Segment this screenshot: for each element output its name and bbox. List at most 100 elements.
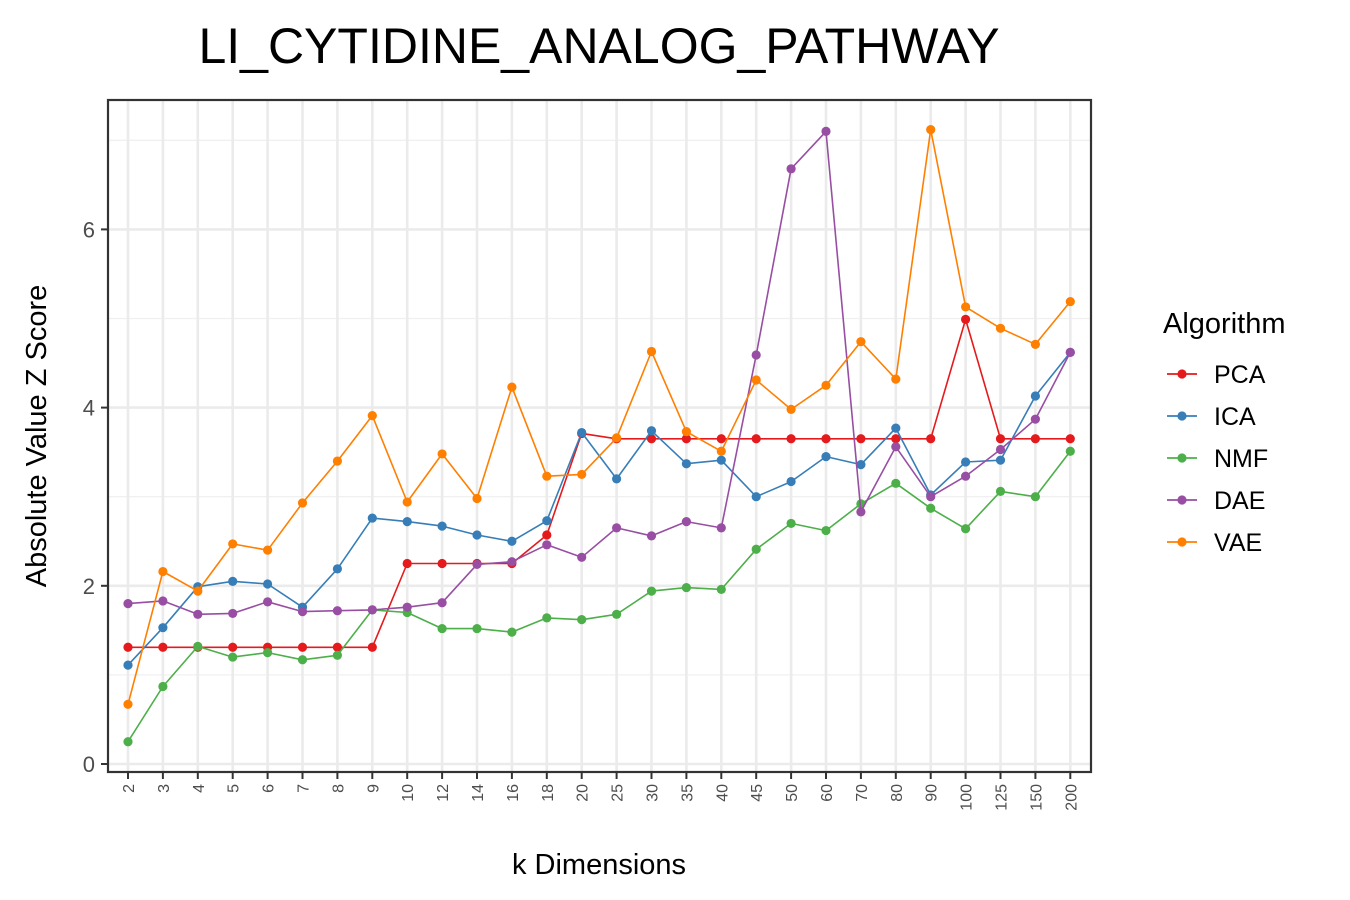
chart-title: LI_CYTIDINE_ANALOG_PATHWAY [198,18,999,74]
x-tick-label: 50 [784,784,801,802]
x-tick-label: 35 [679,784,696,802]
legend-label-pca: PCA [1214,361,1266,389]
data-point-nmf [437,623,447,634]
data-point-vae [612,433,622,443]
data-point-ica [821,452,831,462]
data-point-pca [646,434,657,444]
legend-item-vae: VAE [1167,529,1262,557]
data-point-ica [158,623,168,633]
series-line-pca [128,318,1071,649]
data-point-ica [612,474,622,484]
series-dae [123,126,1075,619]
data-point-dae [332,606,342,616]
data-point-pca [1065,434,1075,444]
x-tick-label: 45 [749,784,766,802]
data-point-dae [891,442,901,452]
data-point-ica [786,476,796,487]
x-tick-label: 9 [365,784,382,793]
data-point-vae [263,545,273,555]
data-point-vae [681,427,692,437]
data-point-vae [961,302,971,312]
data-point-nmf [821,525,831,536]
data-point-vae [891,374,901,384]
x-tick-label: 6 [261,784,278,793]
data-point-pca [228,642,238,652]
x-tick-label: 12 [435,784,452,802]
data-point-pca [786,434,796,444]
x-tick-label: 18 [540,784,557,802]
data-point-dae [716,523,726,533]
data-point-dae [856,507,866,517]
data-point-pca [681,434,692,444]
data-point-dae [542,540,552,550]
data-point-vae [1030,339,1040,349]
data-point-vae [856,337,866,347]
data-point-vae [646,346,657,357]
data-point-ica [402,517,412,527]
data-point-ica [577,427,587,438]
data-point-vae [297,498,308,508]
series-line-dae [127,130,1072,616]
data-point-ica [961,457,971,467]
data-point-vae [507,382,517,392]
y-tick-label: 2 [83,574,95,599]
data-point-pca [437,558,447,569]
x-tick-label: 70 [854,784,871,802]
data-point-ica [507,536,517,546]
data-point-nmf [577,615,587,625]
data-point-pca [891,434,901,444]
data-point-pca [821,434,831,444]
data-point-nmf [507,627,517,637]
data-point-vae [193,586,203,596]
x-tick-label: 90 [924,784,941,802]
x-axis: 2 3 4 5 6 7 8 9 10 12 14 16 18 20 25 30 35 40 45 50 60 70 80 90… [121,772,1080,811]
data-point-ica [716,455,726,465]
data-point-vae [577,469,587,480]
data-point-ica [646,426,657,436]
data-point-pca [995,434,1006,444]
series-layer [123,125,1075,747]
data-point-dae [402,602,412,612]
data-point-pca [158,642,168,652]
data-point-nmf [542,613,552,623]
data-point-dae [507,557,517,567]
legend-key-point [1177,369,1187,379]
data-point-dae [612,523,622,533]
data-point-ica [263,579,273,589]
legend-item-ica: ICA [1167,403,1256,431]
data-point-nmf [681,582,692,593]
x-tick-label: 150 [1028,784,1045,811]
legend-label-ica: ICA [1214,403,1256,431]
data-point-pca [367,642,377,652]
x-tick-label: 2 [121,784,138,793]
data-point-nmf [1030,492,1040,502]
data-point-pca [926,434,936,444]
data-point-pca [123,642,133,652]
legend-items: PCA ICA NMF DAE VAE [1167,361,1268,557]
x-axis-title: k Dimensions [512,849,686,881]
data-point-ica [437,521,447,531]
data-point-vae [1065,296,1075,307]
x-tick-label: 60 [819,784,836,802]
data-point-nmf [926,503,936,513]
y-axis-title: Absolute Value Z Score [21,285,53,588]
data-point-dae [926,492,936,502]
data-point-nmf [891,478,901,488]
data-point-pca [856,434,866,444]
data-point-dae [646,531,657,541]
x-tick-label: 8 [330,784,347,793]
y-tick-label: 0 [83,752,95,777]
data-point-nmf [995,486,1006,496]
data-point-dae [367,605,377,615]
x-tick-label: 4 [191,784,208,793]
data-point-nmf [158,681,168,692]
x-tick-label: 40 [714,784,731,802]
data-point-vae [926,125,936,135]
data-point-vae [123,699,133,709]
data-point-nmf [751,544,761,554]
data-point-ica [123,660,133,670]
data-point-dae [437,598,447,608]
data-point-pca [751,434,761,444]
x-tick-label: 5 [226,784,243,793]
legend: Algorithm PCA ICA NMF DAE VAE [1163,308,1286,557]
